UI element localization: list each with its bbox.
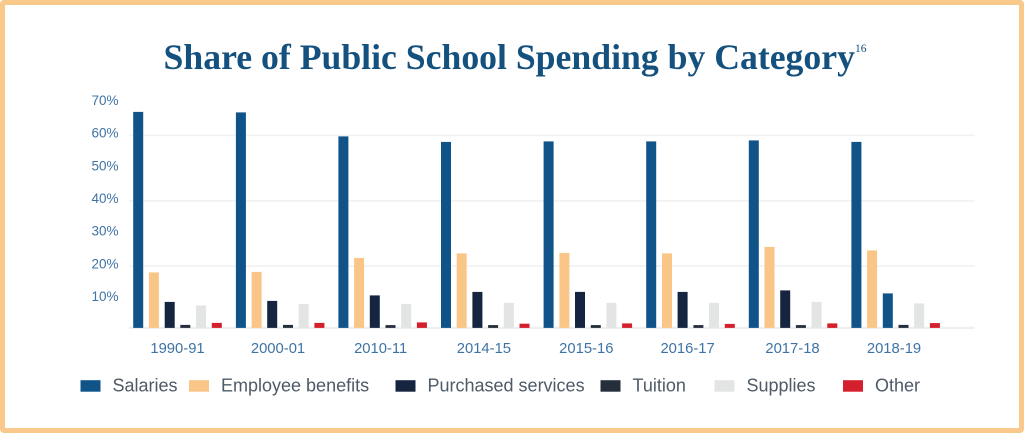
svg-text:2017-18: 2017-18 <box>765 341 819 357</box>
svg-text:2000-01: 2000-01 <box>251 341 305 357</box>
svg-text:2016-17: 2016-17 <box>660 341 714 357</box>
svg-text:2010-11: 2010-11 <box>354 341 407 357</box>
svg-text:2014-15: 2014-15 <box>457 341 511 357</box>
svg-text:50%: 50% <box>91 158 118 173</box>
svg-text:20%: 20% <box>91 256 118 271</box>
svg-text:Employee benefits: Employee benefits <box>221 376 369 396</box>
svg-text:40%: 40% <box>91 191 118 206</box>
svg-text:Purchased services: Purchased services <box>428 376 585 396</box>
svg-text:30%: 30% <box>91 224 118 239</box>
svg-text:1990-91: 1990-91 <box>150 341 204 357</box>
svg-text:Other: Other <box>875 376 920 396</box>
svg-text:70%: 70% <box>91 93 118 108</box>
svg-text:2018-19: 2018-19 <box>867 341 921 357</box>
svg-text:Tuition: Tuition <box>633 376 686 396</box>
svg-text:2015-16: 2015-16 <box>559 341 613 357</box>
svg-text:60%: 60% <box>91 126 118 141</box>
svg-text:10%: 10% <box>91 289 118 304</box>
svg-text:Salaries: Salaries <box>113 376 178 396</box>
svg-text:Supplies: Supplies <box>747 376 816 396</box>
